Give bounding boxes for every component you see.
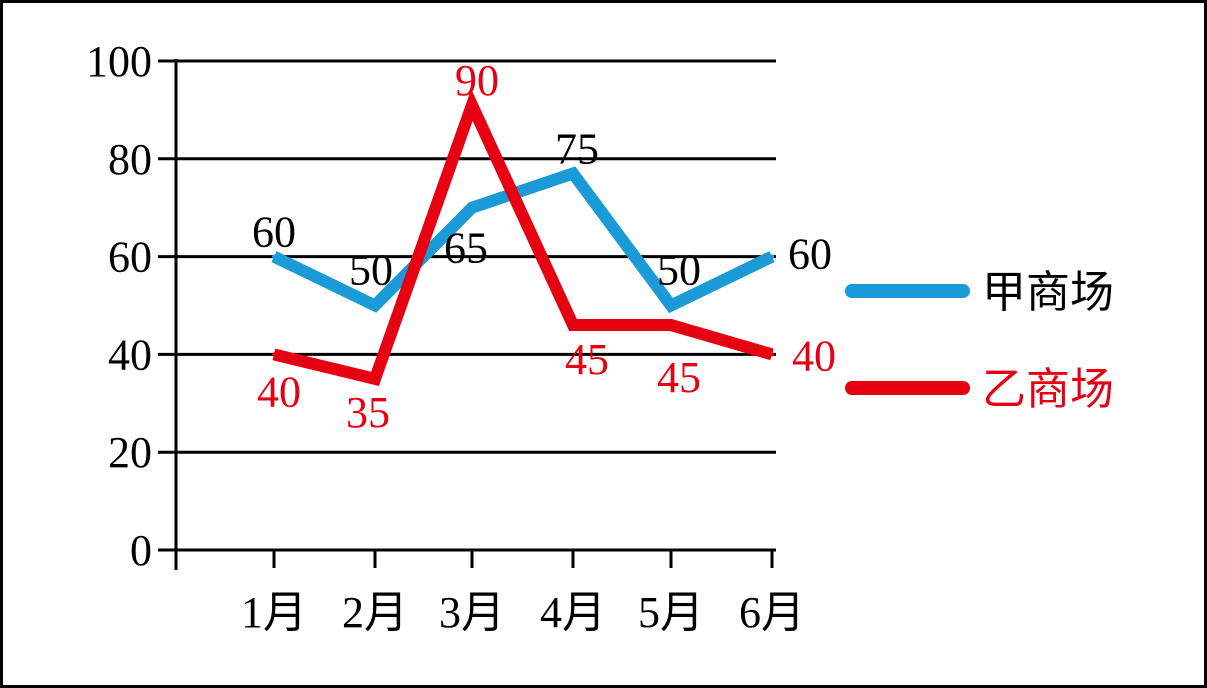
series-line-1	[271, 166, 775, 314]
x-tick-label: 6月	[739, 588, 805, 637]
y-tick-label: 80	[108, 135, 152, 184]
legend-label: 乙商场	[982, 364, 1114, 415]
label-layer: 60 50 65 75 50 60 40 35 90 45 45 40	[252, 56, 836, 437]
x-tick-label: 3月	[439, 588, 505, 637]
data-label: 40	[792, 331, 836, 380]
legend-label: 甲商场	[982, 267, 1114, 318]
data-label: 50	[657, 246, 701, 295]
data-label: 60	[788, 230, 832, 279]
data-label: 90	[455, 56, 499, 105]
y-tick-label: 100	[86, 37, 152, 86]
x-tick-label: 1月	[241, 588, 307, 637]
data-point	[272, 352, 276, 357]
axis-layer: 0 20 40 60 80 100 1月 2月 3月 4月 5月 6月	[86, 37, 805, 637]
series-layer	[271, 89, 775, 386]
data-point	[770, 254, 774, 259]
data-label: 50	[349, 246, 393, 295]
y-tick-label: 0	[130, 526, 152, 575]
data-point	[272, 254, 276, 259]
data-point	[770, 352, 774, 357]
data-point	[373, 303, 377, 308]
x-tick-label: 5月	[638, 588, 704, 637]
y-tick-label: 20	[108, 428, 152, 477]
x-tick-label: 2月	[342, 588, 408, 637]
data-label: 40	[257, 367, 301, 416]
series-line-2	[272, 89, 774, 386]
data-point	[470, 103, 474, 108]
data-point	[571, 323, 575, 328]
y-tick-label: 60	[108, 233, 152, 282]
data-point	[373, 376, 377, 381]
x-tick-label: 4月	[540, 588, 606, 637]
data-label: 75	[555, 124, 599, 173]
data-point	[470, 205, 474, 210]
data-label: 60	[252, 208, 296, 257]
data-label: 35	[346, 388, 390, 437]
data-label: 45	[565, 335, 609, 384]
data-point	[669, 303, 673, 308]
y-tick-label: 40	[108, 330, 152, 379]
data-point	[669, 323, 673, 328]
data-label: 65	[444, 224, 488, 273]
data-point	[571, 171, 575, 176]
data-label: 45	[657, 353, 701, 402]
